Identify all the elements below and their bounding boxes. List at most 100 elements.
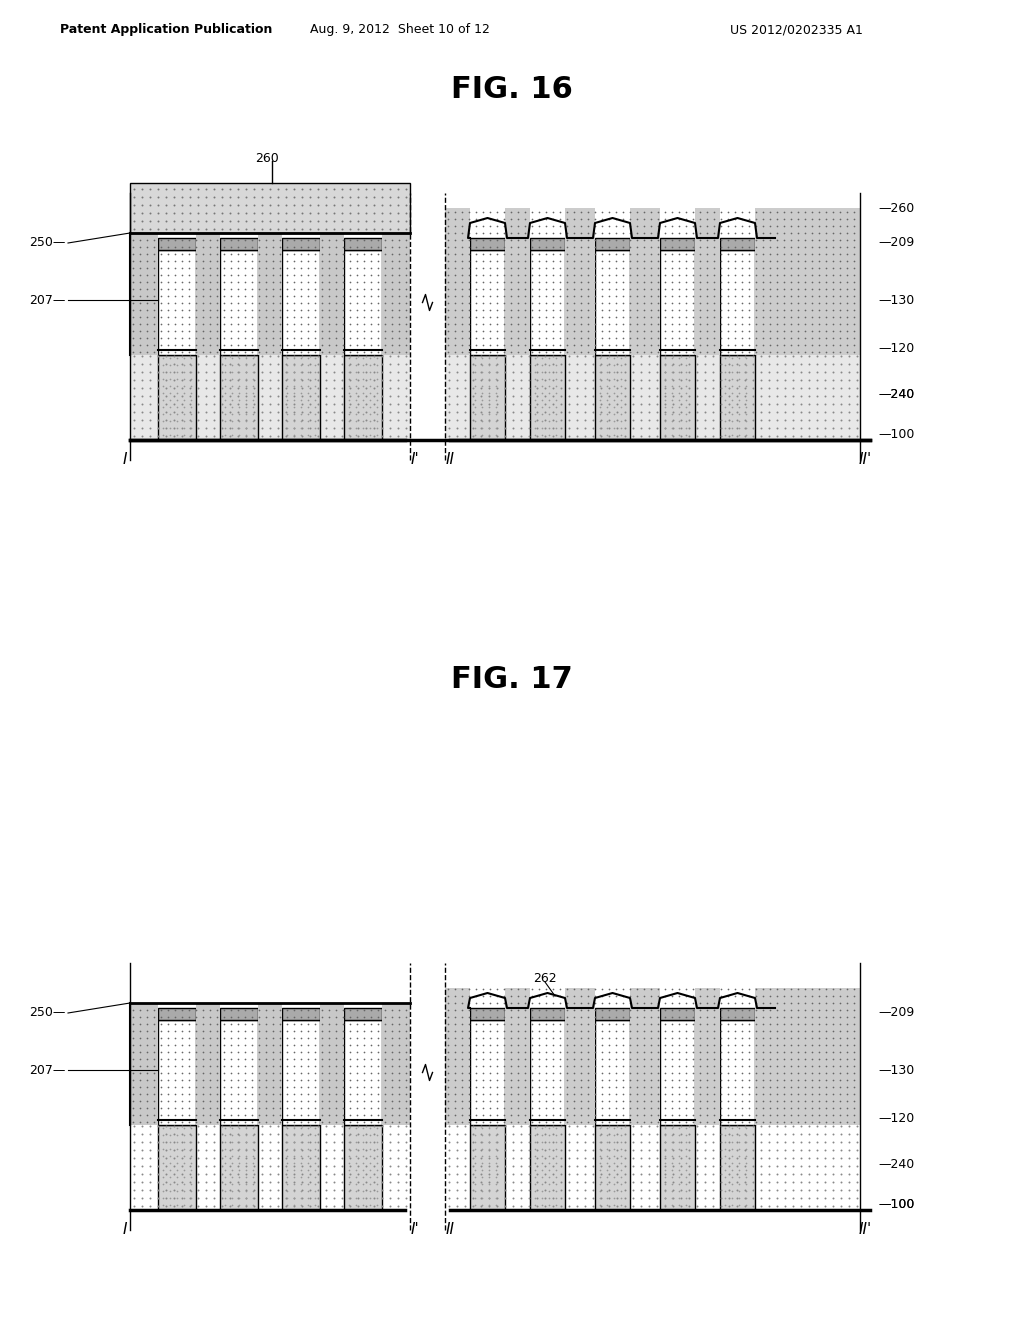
Point [510, 1020, 526, 1041]
Point [300, 327, 316, 348]
Point [294, 1115, 310, 1137]
Point [606, 362, 623, 383]
Point [846, 1006, 862, 1027]
Point [664, 1063, 680, 1084]
Point [446, 285, 463, 306]
Point [488, 1163, 505, 1184]
Point [342, 1027, 358, 1048]
Point [641, 354, 657, 375]
Point [132, 1090, 148, 1111]
Point [158, 346, 174, 367]
Point [665, 1115, 681, 1137]
Point [132, 1014, 148, 1035]
Point [237, 1105, 253, 1126]
Point [440, 1147, 457, 1168]
Point [753, 409, 769, 430]
Point [545, 1105, 561, 1126]
Point [673, 401, 689, 422]
Point [545, 209, 561, 230]
Point [608, 1063, 625, 1084]
Point [139, 1020, 156, 1041]
Point [496, 978, 512, 999]
Point [300, 1084, 316, 1105]
Point [753, 362, 769, 383]
Point [278, 1139, 294, 1160]
Point [841, 1123, 857, 1144]
Point [846, 306, 862, 327]
Point [174, 1171, 190, 1192]
Point [454, 285, 470, 306]
Point [474, 1167, 490, 1188]
Point [254, 1188, 270, 1209]
Point [224, 1195, 241, 1216]
Point [317, 1155, 334, 1176]
Point [202, 1076, 218, 1097]
Point [230, 1173, 247, 1195]
Point [271, 1014, 288, 1035]
Point [328, 257, 344, 279]
Point [300, 321, 316, 342]
Point [612, 1159, 629, 1180]
Point [488, 257, 505, 279]
Point [158, 178, 174, 199]
Point [729, 1171, 745, 1192]
Point [761, 1171, 777, 1192]
Point [374, 354, 390, 375]
Point [811, 342, 827, 363]
Point [279, 279, 295, 300]
Point [286, 1115, 302, 1137]
Point [568, 1188, 585, 1209]
Point [326, 385, 342, 407]
Point [217, 1118, 233, 1139]
Point [559, 1048, 575, 1069]
Point [517, 334, 534, 355]
Point [488, 1006, 505, 1027]
Point [265, 285, 282, 306]
Point [326, 362, 342, 383]
Point [545, 1131, 561, 1152]
Point [286, 1056, 302, 1077]
Point [713, 1171, 729, 1192]
Point [125, 1041, 141, 1063]
Point [162, 411, 178, 432]
Point [673, 1180, 689, 1201]
Point [755, 978, 771, 999]
Point [160, 1084, 176, 1105]
Point [614, 334, 631, 355]
Point [370, 342, 386, 363]
Point [475, 1006, 492, 1027]
Bar [755, 987, 860, 1125]
Point [390, 1171, 407, 1192]
Point [348, 417, 365, 438]
Point [366, 1188, 382, 1209]
Point [488, 321, 505, 342]
Point [649, 362, 666, 383]
Point [354, 355, 371, 376]
Point [755, 230, 771, 251]
Point [310, 194, 327, 215]
Point [689, 1163, 706, 1184]
Bar [196, 234, 220, 355]
Point [224, 362, 241, 383]
Point [465, 1115, 481, 1137]
Point [141, 210, 158, 231]
Point [641, 1155, 657, 1176]
Point [755, 236, 771, 257]
Point [572, 1014, 589, 1035]
Point [671, 293, 687, 314]
Point [665, 354, 681, 375]
Point [187, 999, 204, 1020]
Point [587, 1090, 603, 1111]
Point [355, 1056, 372, 1077]
Point [713, 378, 729, 399]
Point [286, 251, 302, 272]
Point [169, 396, 185, 417]
Point [776, 1069, 793, 1090]
Point [216, 327, 232, 348]
Point [300, 300, 316, 321]
Point [587, 999, 603, 1020]
Point [317, 1139, 334, 1160]
Point [664, 285, 680, 306]
Point [724, 1118, 740, 1139]
Point [474, 411, 490, 432]
